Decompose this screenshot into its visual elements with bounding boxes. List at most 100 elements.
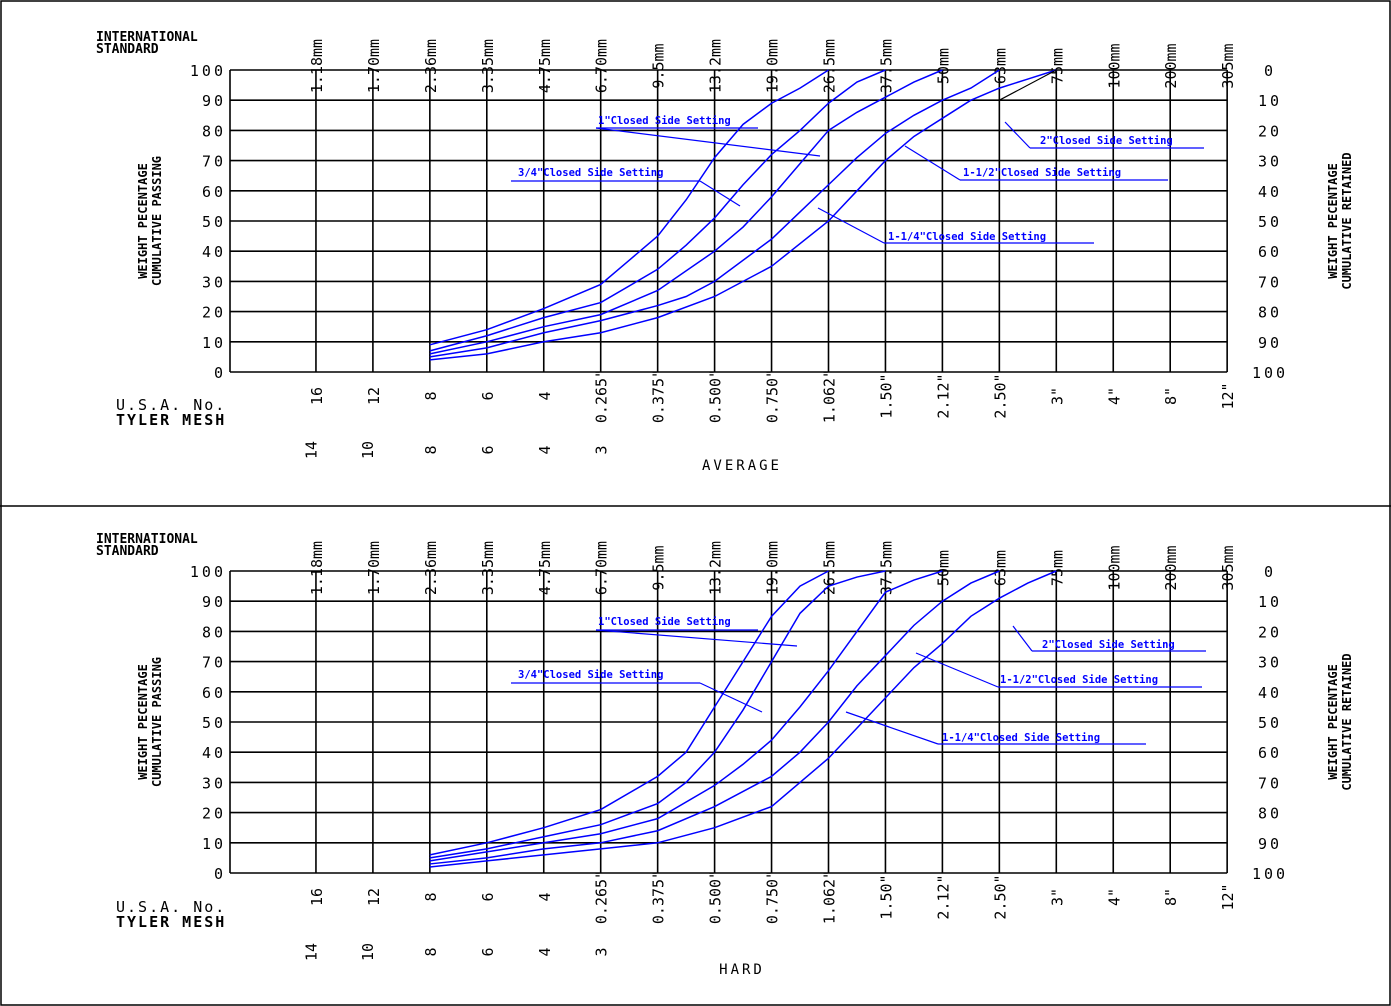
x-top-tick-label: 19.0mm bbox=[764, 39, 782, 93]
x-top-tick-label: 13.2mm bbox=[707, 541, 725, 595]
usa-tick-label: 16 bbox=[308, 387, 326, 405]
intl-standard-label: INTERNATIONAL bbox=[96, 30, 198, 45]
usa-tick-label: 4" bbox=[1105, 888, 1123, 906]
series-line bbox=[429, 69, 1057, 361]
annotation-leader bbox=[845, 711, 939, 745]
y-tick-label: 70 bbox=[202, 654, 226, 672]
y2-tick-label: 10 bbox=[1258, 92, 1282, 110]
tyler-tick-label: 6 bbox=[479, 947, 497, 956]
series-line bbox=[429, 69, 886, 352]
annotation-leader bbox=[595, 127, 821, 157]
y2-tick-label: 50 bbox=[1258, 714, 1282, 732]
series-line bbox=[429, 570, 943, 862]
annotation-leader bbox=[699, 180, 741, 207]
series-annotation: 1-1/2"Closed Side Setting bbox=[963, 167, 1121, 179]
usa-tick-label: 1.50" bbox=[877, 874, 895, 919]
y-tick-label: 20 bbox=[202, 805, 226, 823]
x-top-tick-label: 3.35mm bbox=[479, 541, 497, 595]
x-top-tick-label: 63mm bbox=[991, 550, 1009, 586]
tyler-tick-label: 10 bbox=[359, 441, 377, 459]
tyler-tick-label: 14 bbox=[302, 441, 320, 459]
x-top-tick-label: 1.18mm bbox=[308, 541, 326, 595]
series-annotation: 1"Closed Side Setting bbox=[598, 616, 731, 628]
usa-tick-label: 0.265" bbox=[593, 369, 611, 423]
usa-tick-label: 0.500" bbox=[707, 870, 725, 924]
y2-tick-label: 40 bbox=[1258, 183, 1282, 201]
y2-tick-label: 0 bbox=[1264, 563, 1276, 581]
tyler-tick-label: 3 bbox=[593, 947, 611, 956]
series-annotation: 1-1/4"Closed Side Setting bbox=[888, 231, 1046, 243]
series-annotation: 1-1/2"Closed Side Setting bbox=[1000, 674, 1158, 686]
usa-tick-label: 8" bbox=[1162, 888, 1180, 906]
y2-tick-label: 20 bbox=[1258, 122, 1282, 140]
chart-title: AVERAGE bbox=[702, 458, 782, 474]
y2-tick-label: 60 bbox=[1258, 243, 1282, 261]
y-tick-label: 0 bbox=[214, 364, 226, 382]
usa-tick-label: 3" bbox=[1048, 387, 1066, 405]
annotation-leader bbox=[699, 682, 763, 713]
y2-tick-label: 30 bbox=[1258, 153, 1282, 171]
series-line bbox=[429, 570, 886, 859]
x-top-tick-label: 63mm bbox=[991, 48, 1009, 84]
x-top-tick-label: 75mm bbox=[1048, 550, 1066, 586]
y-tick-label: 60 bbox=[202, 183, 226, 201]
x-top-tick-label: 9.5mm bbox=[650, 43, 668, 88]
series-annotation: 1"Closed Side Setting bbox=[598, 115, 731, 127]
y-tick-label: 80 bbox=[202, 122, 226, 140]
y2-tick-label: 10 bbox=[1258, 593, 1282, 611]
x-top-tick-label: 100mm bbox=[1105, 545, 1123, 590]
series-annotation: 3/4"Closed Side Setting bbox=[518, 167, 663, 179]
annotation-leader bbox=[817, 207, 885, 244]
x-top-tick-label: 75mm bbox=[1048, 48, 1066, 84]
series-annotation: 1-1/4"Closed Side Setting bbox=[942, 732, 1100, 744]
usa-tick-label: 0.265" bbox=[593, 870, 611, 924]
y-axis-label: CUMULATIVE PASSING bbox=[150, 156, 164, 286]
series-line bbox=[429, 570, 829, 856]
intl-standard-label: STANDARD bbox=[96, 42, 159, 57]
y2-tick-label: 80 bbox=[1258, 805, 1282, 823]
y-tick-label: 70 bbox=[202, 153, 226, 171]
y2-tick-label: 50 bbox=[1258, 213, 1282, 231]
tyler-mesh-label: TYLER MESH bbox=[116, 411, 226, 429]
y2-axis-label: WEIGHT PECENTAGE bbox=[1326, 163, 1340, 279]
usa-tick-label: 2.50" bbox=[991, 373, 1009, 418]
y-axis-label: WEIGHT PECENTAGE bbox=[136, 163, 150, 279]
x-top-tick-label: 1.70mm bbox=[365, 39, 383, 93]
series-line bbox=[429, 69, 829, 346]
y-tick-label: 10 bbox=[202, 334, 226, 352]
usa-tick-label: 16 bbox=[308, 888, 326, 906]
usa-no-label: U.S.A. No. bbox=[116, 396, 226, 414]
y-tick-label: 30 bbox=[202, 273, 226, 291]
y-tick-label: 100 bbox=[190, 563, 226, 581]
usa-tick-label: 4" bbox=[1105, 387, 1123, 405]
usa-tick-label: 8 bbox=[422, 892, 440, 901]
usa-tick-label: 12 bbox=[365, 387, 383, 405]
usa-tick-label: 0.750" bbox=[764, 369, 782, 423]
x-top-tick-label: 50mm bbox=[934, 550, 952, 586]
series-line bbox=[429, 570, 1000, 865]
grid bbox=[229, 69, 1228, 373]
usa-no-label: U.S.A. No. bbox=[116, 898, 226, 916]
usa-tick-label: 4 bbox=[536, 391, 554, 400]
x-top-tick-label: 1.18mm bbox=[308, 39, 326, 93]
y2-tick-label: 100 bbox=[1252, 865, 1288, 883]
series-annotation: 2"Closed Side Setting bbox=[1040, 135, 1173, 147]
tyler-mesh-label: TYLER MESH bbox=[116, 913, 226, 931]
usa-tick-label: 1.062" bbox=[821, 369, 839, 423]
y-tick-label: 50 bbox=[202, 213, 226, 231]
y-tick-label: 40 bbox=[202, 243, 226, 261]
extra-line bbox=[999, 69, 1057, 101]
y-axis-label: WEIGHT PECENTAGE bbox=[136, 664, 150, 780]
x-top-tick-label: 2.36mm bbox=[422, 541, 440, 595]
series-line bbox=[429, 69, 1000, 358]
usa-tick-label: 0.375" bbox=[650, 870, 668, 924]
chart-title: HARD bbox=[719, 962, 765, 978]
x-top-tick-label: 100mm bbox=[1105, 43, 1123, 88]
usa-tick-label: 0.500" bbox=[707, 369, 725, 423]
y2-tick-label: 0 bbox=[1264, 62, 1276, 80]
y2-tick-label: 40 bbox=[1258, 684, 1282, 702]
y-tick-label: 90 bbox=[202, 92, 226, 110]
x-top-tick-label: 2.36mm bbox=[422, 39, 440, 93]
tyler-tick-label: 8 bbox=[422, 445, 440, 454]
